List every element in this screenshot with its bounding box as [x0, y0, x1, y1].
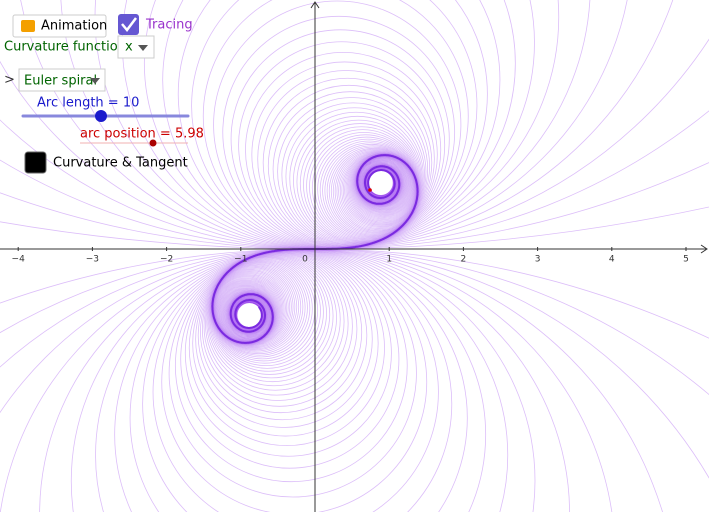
slider-label: Arc length = 10: [37, 96, 139, 111]
x-tick-label: 3: [535, 255, 541, 265]
curvature-center: [368, 188, 372, 192]
slider-label: arc position = 5.98: [80, 127, 204, 142]
checkbox-box[interactable]: [118, 14, 139, 35]
slider-knob[interactable]: [149, 139, 157, 147]
dropdown-value[interactable]: Euler spiral: [24, 74, 97, 89]
x-tick-label: 4: [609, 255, 615, 265]
trace-circle: [293, 115, 422, 245]
x-tick-label: 2: [461, 255, 467, 265]
trace-circle: [210, 255, 324, 369]
trace-circle: [267, 84, 430, 248]
trace-circle: [206, 252, 345, 391]
x-axis-arrow: [700, 244, 708, 254]
trace-circle: [285, 107, 424, 246]
play-icon: [21, 20, 35, 32]
trace-circle: [296, 119, 421, 245]
trace-circle: [309, 131, 420, 242]
expand-toggle[interactable]: >: [4, 73, 15, 88]
trace-circle: [210, 254, 327, 372]
trace-circle: [209, 254, 331, 375]
spiral-center: [242, 308, 256, 322]
curve-dropdown[interactable]: Euler spiral: [18, 68, 106, 92]
animation-button[interactable]: Animation: [12, 14, 107, 38]
trace-circle: [272, 91, 429, 247]
checkmark: [121, 17, 137, 33]
trace-circle: [299, 123, 421, 244]
trace-circle: [201, 251, 358, 407]
button-frame[interactable]: [12, 14, 107, 38]
trace-circle: [203, 251, 353, 401]
y-axis-arrow: [310, 1, 320, 9]
dropdown-value[interactable]: x: [125, 40, 133, 55]
trace-circle: [281, 102, 425, 246]
curvature-function-dropdown[interactable]: x: [117, 35, 155, 59]
button-label[interactable]: Animation: [41, 19, 107, 34]
trace-circle: [277, 97, 427, 247]
x-tick-label: −2: [160, 255, 173, 265]
trace-circle: [210, 256, 321, 367]
spiral-center: [374, 176, 388, 190]
trace-circle: [197, 250, 368, 421]
x-tick-label: 5: [683, 255, 689, 265]
arc-position-slider[interactable]: arc position = 5.98: [80, 127, 204, 147]
slider-knob[interactable]: [95, 110, 107, 122]
trace-circle: [200, 250, 363, 414]
trace-circle: [208, 253, 337, 383]
curvature-function-label: Curvature function: [4, 40, 126, 55]
x-ticks: −4 −3 −2 −1 1 2 3 4 5: [12, 247, 689, 265]
trace-circle: [303, 126, 420, 244]
curvature-tangent-checkbox[interactable]: Curvature & Tangent: [24, 151, 188, 174]
trace-circle: [262, 77, 433, 248]
checkbox-box[interactable]: [24, 151, 47, 174]
dropdown-arrow: [138, 45, 148, 51]
checkbox-label[interactable]: Tracing: [145, 18, 193, 33]
x-tick-label: 1: [386, 255, 392, 265]
origin-label: 0: [302, 255, 308, 265]
dropdown-arrow: [90, 78, 100, 84]
trace-circle: [207, 252, 341, 387]
x-tick-label: −1: [234, 255, 247, 265]
dropdown-box[interactable]: [117, 35, 155, 59]
trace-circle: [205, 252, 349, 396]
arc-length-slider[interactable]: Arc length = 10: [21, 96, 190, 123]
x-tick-label: −4: [12, 255, 26, 265]
trace-circle: [209, 253, 334, 379]
tracing-checkbox[interactable]: Tracing: [118, 14, 193, 35]
trace-circle: [289, 111, 423, 246]
trace-circle: [306, 129, 420, 243]
dropdown-box[interactable]: [18, 68, 106, 92]
x-tick-label: −3: [86, 255, 99, 265]
checkbox-label[interactable]: Curvature & Tangent: [53, 156, 188, 171]
